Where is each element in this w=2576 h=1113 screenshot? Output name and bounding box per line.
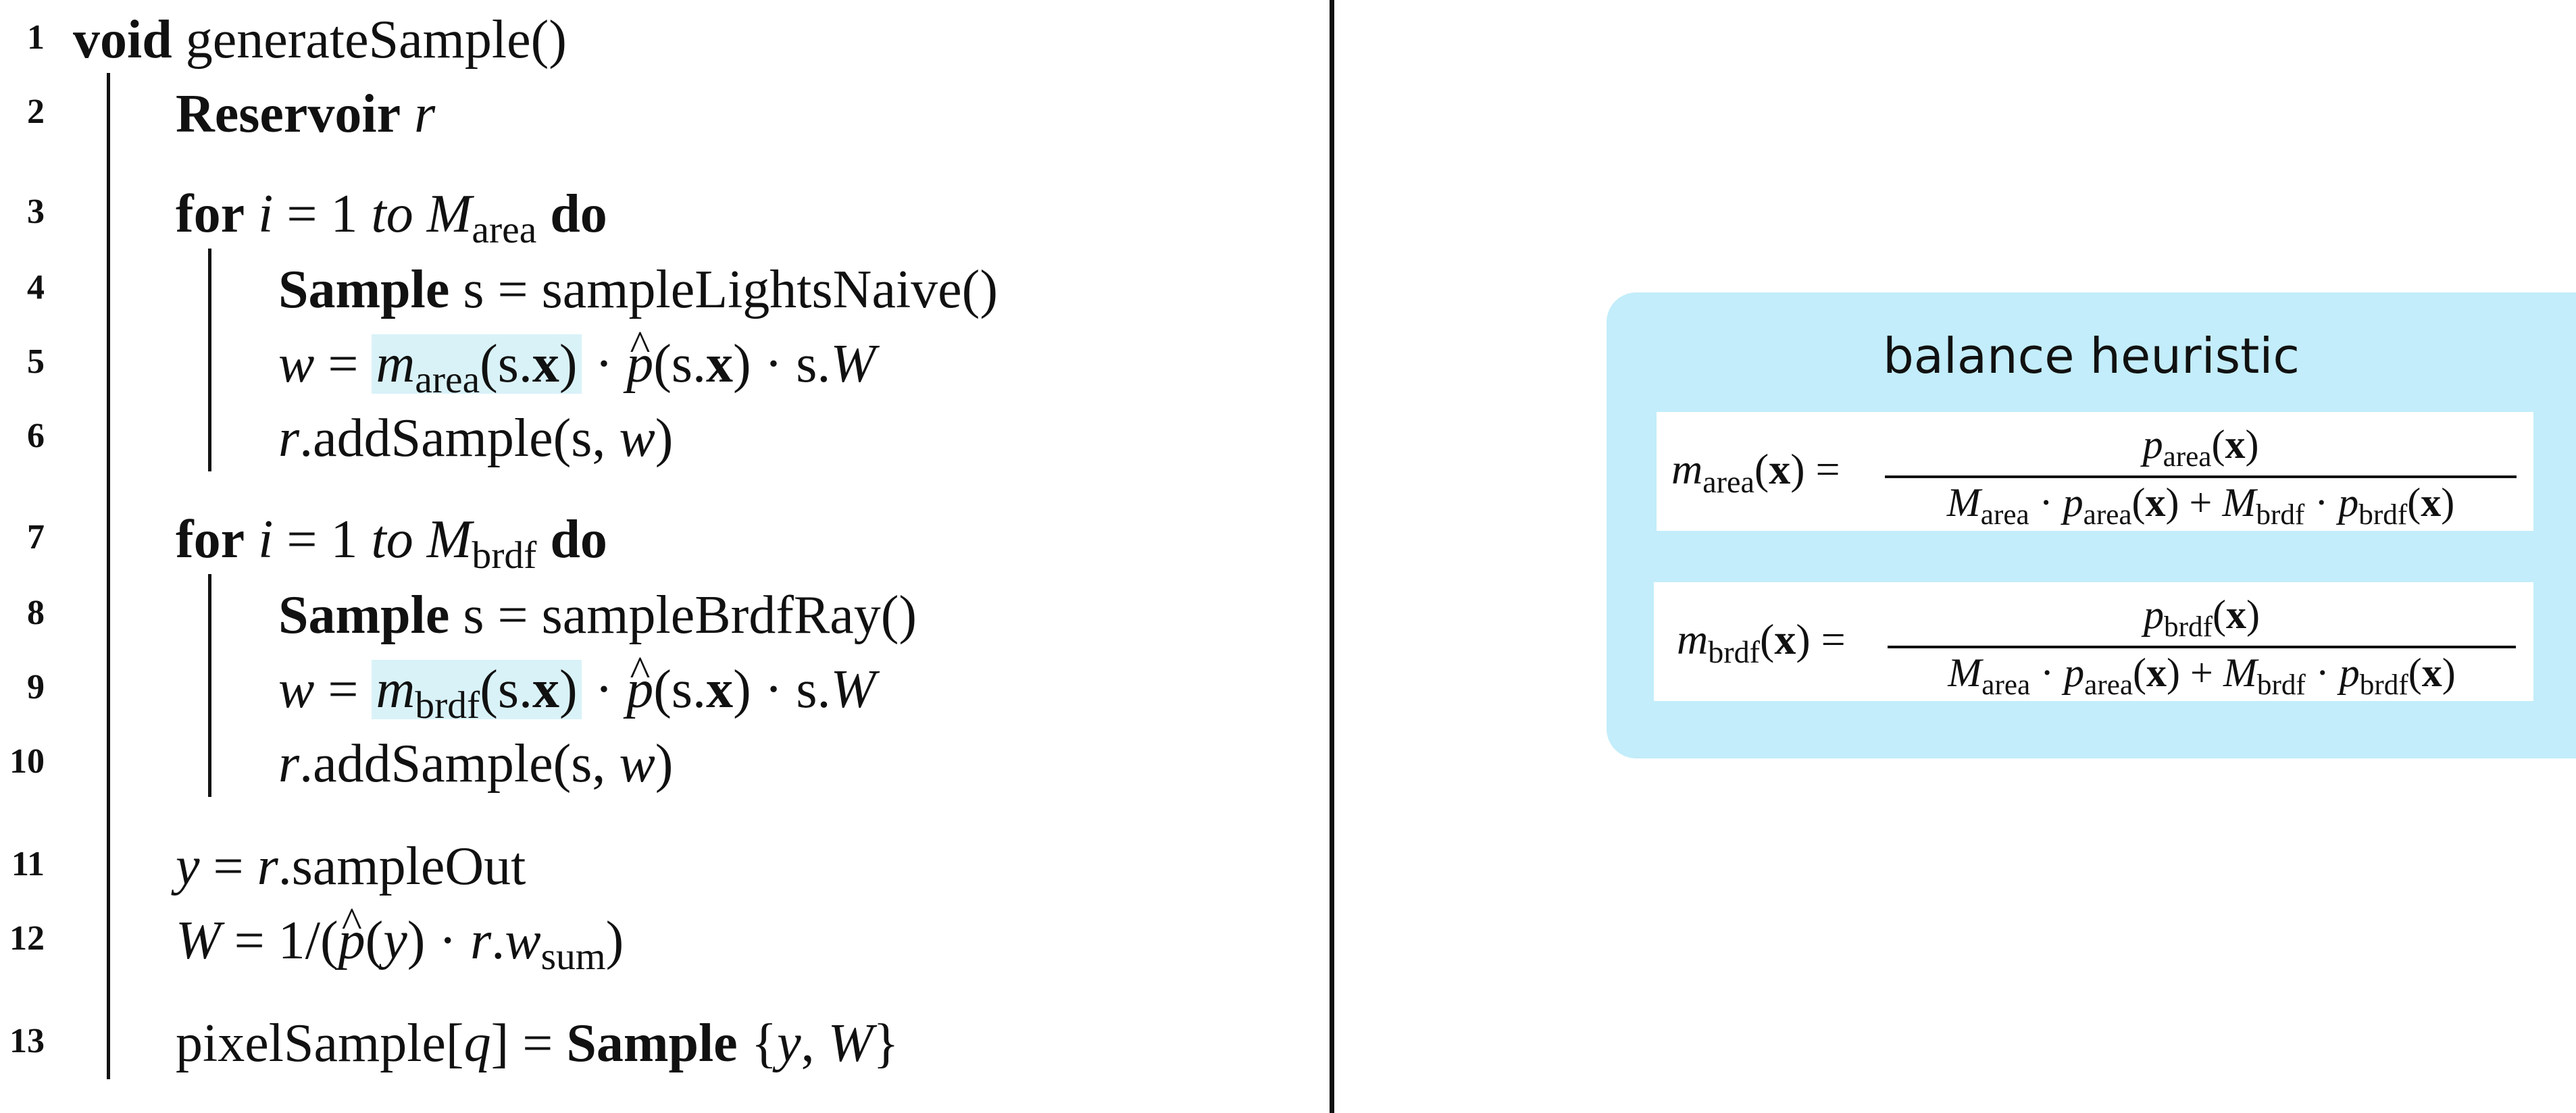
reservoir-decl: Reservoir r [176, 77, 435, 151]
sub-brdf: brdf [415, 684, 480, 727]
keyword-reservoir: Reservoir [176, 84, 401, 144]
code-line-3: 3 for i = 1 to Marea do [0, 177, 1324, 251]
line-number: 1 [27, 18, 45, 57]
body-block-rule [107, 73, 110, 1079]
keyword-sample: Sample [566, 1014, 738, 1073]
line-number: 5 [27, 342, 45, 381]
line-number: 2 [27, 93, 45, 131]
code-line-5: 5 w = marea(s.x) · p(s.x) · s.W [0, 309, 1324, 401]
code-line-2: 2 Reservoir r [0, 77, 1324, 151]
keyword-to: to [371, 510, 413, 569]
mis-weight-area-highlight: marea(s.x) [372, 334, 582, 399]
sample-lights: Sample s = sampleLightsNaive() [278, 260, 998, 319]
keyword-void: void [73, 10, 172, 70]
loop1-block-rule [208, 249, 211, 471]
call-add-sample: addSample [313, 409, 553, 468]
line-number: 6 [27, 417, 45, 455]
sub-area: area [415, 359, 480, 402]
weight-area: w = marea(s.x) · p(s.x) · s.W [278, 309, 876, 401]
sample-brdf: Sample s = sampleBrdfRay() [278, 586, 917, 645]
add-sample-brdf: r.addSample(s, w) [278, 734, 674, 794]
fraction-bar [1885, 475, 2517, 478]
keyword-do: do [550, 184, 607, 244]
line-number: 13 [9, 1022, 45, 1060]
keyword-for: for [176, 184, 245, 244]
denominator: Marea · parea(x) + Mbrdf · pbrdf(x) [1948, 650, 2456, 702]
var-pixel-sample: pixelSample [176, 1014, 446, 1073]
formula-lhs: marea(x) = [1671, 445, 1840, 499]
code-line-7: 7 for i = 1 to Mbrdf do [0, 502, 1324, 577]
pixel-sample-assign: pixelSample[q] = Sample {y, W} [176, 1014, 899, 1073]
mis-weight-brdf-highlight: mbrdf(s.x) [372, 660, 582, 725]
fraction: pbrdf(x) Marea · parea(x) + Mbrdf · pbrd… [1888, 588, 2516, 702]
code-line-1: 1 void generateSample() [0, 3, 1324, 77]
var-r: r [414, 84, 436, 144]
sub-sum: sum [540, 935, 606, 979]
function-header: void generateSample() [73, 3, 567, 77]
sub-area: area [472, 209, 537, 252]
panel-title: balance heuristic [1883, 328, 2300, 384]
line-number: 8 [27, 594, 45, 632]
denominator: Marea · parea(x) + Mbrdf · pbrdf(x) [1946, 480, 2455, 532]
keyword-to: to [371, 184, 413, 244]
add-sample-area: r.addSample(s, w) [278, 409, 674, 468]
code-line-10: 10 r.addSample(s, w) [0, 727, 1324, 801]
line-number: 3 [27, 192, 45, 231]
code-line-6: 6 r.addSample(s, w) [0, 401, 1324, 475]
for-area-loop: for i = 1 to Marea do [176, 184, 607, 252]
line-number: 10 [9, 742, 45, 781]
code-line-12: 12 W = 1/(p(y) · r.wsum) [0, 885, 1324, 979]
keyword-for: for [176, 510, 245, 569]
line-number: 7 [27, 518, 45, 556]
formula-lhs: mbrdf(x) = [1677, 615, 1846, 669]
line-number: 11 [11, 845, 45, 883]
code-line-4: 4 Sample s = sampleLightsNaive() [0, 253, 1324, 327]
balance-heuristic-panel: balance heuristic marea(x) = parea(x) Ma… [1607, 292, 2576, 758]
vertical-divider [1330, 0, 1334, 1113]
field-sample-out: sampleOut [291, 837, 526, 896]
for-brdf-loop: for i = 1 to Mbrdf do [176, 510, 607, 577]
call-sample-brdf: sampleBrdfRay() [541, 586, 917, 645]
contribution-weight: W = 1/(p(y) · r.wsum) [176, 885, 624, 979]
code-line-9: 9 w = mbrdf(s.x) · p(s.x) · s.W [0, 634, 1324, 727]
keyword-sample: Sample [278, 586, 450, 645]
loop2-block-rule [208, 574, 211, 797]
algorithm-listing: 1 void generateSample() 2 Reservoir r 3 … [0, 0, 1324, 1113]
formula-m-brdf: mbrdf(x) = pbrdf(x) Marea · parea(x) + M… [1654, 582, 2533, 701]
sub-brdf: brdf [472, 534, 537, 577]
formula-m-area: marea(x) = parea(x) Marea · parea(x) + M… [1657, 412, 2533, 531]
keyword-do: do [550, 510, 607, 569]
numerator: pbrdf(x) [2144, 592, 2260, 644]
call-add-sample: addSample [313, 734, 553, 794]
call-sample-lights: sampleLightsNaive() [541, 260, 998, 319]
code-line-11: 11 y = r.sampleOut [0, 829, 1324, 904]
fraction: parea(x) Marea · parea(x) + Mbrdf · pbrd… [1885, 417, 2517, 532]
line-number: 4 [27, 268, 45, 307]
weight-brdf: w = mbrdf(s.x) · p(s.x) · s.W [278, 634, 876, 727]
fraction-bar [1888, 646, 2516, 648]
line-number: 9 [27, 668, 45, 706]
code-line-8: 8 Sample s = sampleBrdfRay() [0, 578, 1324, 652]
sample-out: y = r.sampleOut [176, 837, 526, 896]
code-line-13: 13 pixelSample[q] = Sample {y, W} [0, 1006, 1324, 1081]
numerator: parea(x) [2142, 422, 2259, 473]
function-name: generateSample() [185, 10, 567, 70]
line-number: 12 [9, 919, 45, 958]
keyword-sample: Sample [278, 260, 450, 319]
